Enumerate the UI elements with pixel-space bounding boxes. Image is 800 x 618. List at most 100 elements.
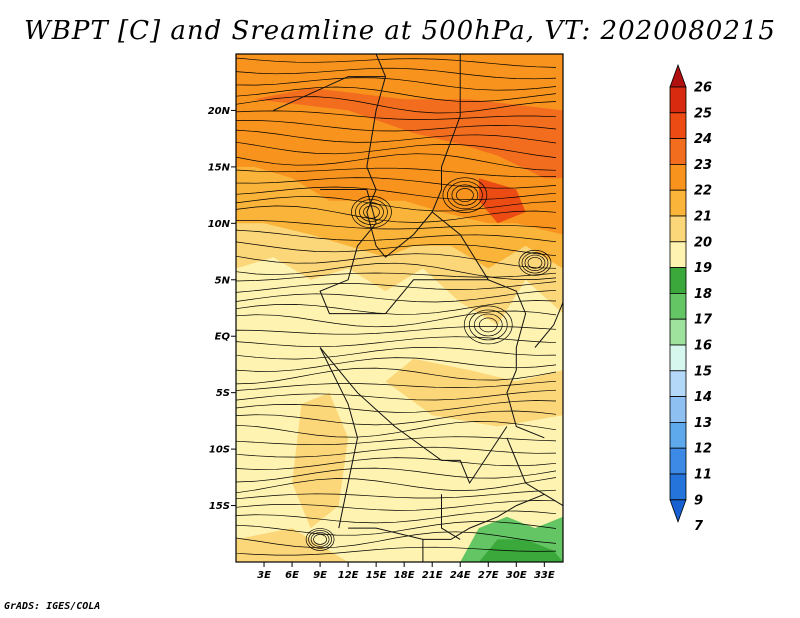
lon-tick-label: 12E [338,570,359,581]
colorbar-label: 11 [694,468,712,483]
colorbar-label: 16 [694,339,712,354]
vortex-line [478,317,498,333]
streamline [236,86,557,102]
colorbar-label: 24 [694,132,712,147]
streamline [236,336,557,348]
border-line [319,347,359,529]
streamline [236,253,557,269]
streamlines [236,57,557,556]
colorbar-swatch [669,473,687,501]
streamline [236,141,557,158]
vortex-line [451,184,479,206]
streamline [236,446,557,458]
border-line [348,493,545,540]
border-line [319,189,489,315]
streamline [236,521,557,536]
streamline [236,96,557,114]
colorbar-swatch [669,344,687,372]
border-line [319,347,508,485]
vortex-line [305,528,335,551]
vortex-line [359,202,384,222]
colorbar-swatch [669,421,687,449]
colorbar-swatch [669,138,687,165]
vortex-line [473,313,503,337]
colorbar-label: 13 [694,416,712,431]
grads-credit: GrADS: IGES/COLA [4,601,101,612]
streamline [236,510,557,524]
streamline [236,389,557,401]
colorbar-swatch [669,292,687,320]
lat-tick-label: EQ [215,332,231,343]
colorbar: 26 25 24 23 22 21 20 19 18 17 16 15 14 13 12 11 9 7 [669,63,713,534]
streamline [236,477,557,494]
colorbar-label: 12 [694,442,712,457]
streamline [236,272,557,282]
lat-tick-label: 5N [215,275,231,286]
field-band-23 [254,87,563,179]
colorbar-label: 19 [694,261,712,276]
streamline [236,380,557,391]
streamline [236,186,557,200]
colorbar-swatch [669,215,687,243]
border-line [534,302,563,348]
colorbar-swatch [669,396,687,423]
lon-tick-label: 9E [313,570,327,581]
vortex-line [456,188,474,203]
field-band-18 [478,539,563,562]
lat-tick-label: 15S [209,501,230,512]
colorbar-label: 7 [694,519,704,534]
map-title: WBPT [C] and Sreamline at 500hPa, VT: 20… [24,16,776,46]
streamline [236,326,557,335]
streamline [236,289,557,303]
streamline [236,489,557,500]
border-line [441,494,461,540]
lon-tick-label: 27E [478,570,499,581]
vortex-line [463,305,513,345]
streamline [236,196,557,212]
lon-tick-label: 18E [394,570,415,581]
colorbar-label: 26 [694,81,712,96]
lat-tick-label: 15N [208,162,231,173]
vortex-line [524,254,546,271]
colorbar-label: 22 [694,184,712,199]
colorbar-swatch [669,189,687,217]
streamline [236,546,557,556]
lon-tick-label: 24E [450,570,471,581]
colorbar-bottom-arrow [669,499,687,523]
streamline [236,457,557,470]
colorbar-label: 15 [694,364,712,379]
vortex-line [518,249,552,276]
longitude-axis: 3E 6E 9E 12E 15E 18E 21E 24E 27E 30E 33E [257,562,555,581]
vortex-line [442,177,488,213]
map-frame [235,53,564,563]
streamline [236,421,557,438]
lon-tick-label: 3E [257,570,271,581]
colorbar-swatch [669,112,687,140]
colorbar-label: 14 [694,390,712,405]
streamline [236,177,557,189]
border-line [506,437,563,507]
colorbar-swatch [669,370,687,397]
colorbar-swatch [669,241,687,269]
colorbar-swatch [669,86,687,114]
streamline [236,57,557,68]
colorbar-label: 21 [694,210,712,225]
latitude-axis: 20N 15N 10N 5N EQ 5S 10S 15S [208,106,236,512]
lon-tick-label: 6E [285,570,299,581]
lon-tick-label: 30E [506,570,527,581]
streamline [236,500,557,511]
lon-tick-label: 21E [422,570,443,581]
plot-area [236,54,563,562]
country-borders [273,54,563,562]
streamline [236,367,557,385]
streamline [236,205,557,223]
vortex-line [521,252,549,274]
colorbar-label: 25 [694,106,712,121]
lat-tick-label: 10S [209,445,230,456]
streamline [236,410,557,426]
streamline [236,110,557,120]
streamline [236,220,557,230]
streamline [236,167,557,178]
streamline [236,467,557,483]
border-line [366,54,433,258]
